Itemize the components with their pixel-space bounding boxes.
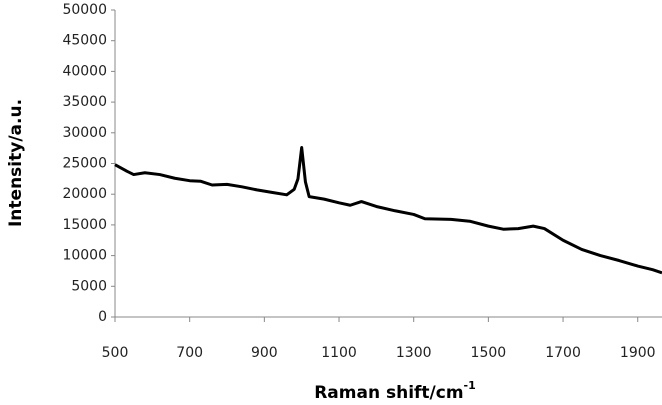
x-tick-label: 1500 <box>471 345 507 361</box>
x-tick-label: 900 <box>251 345 278 361</box>
y-tick-label: 30000 <box>62 125 107 141</box>
y-tick-label: 5000 <box>71 278 107 294</box>
x-axis-title: Raman shift/cm-1 <box>314 379 476 403</box>
y-tick-label: 40000 <box>62 63 107 79</box>
y-tick-label: 15000 <box>62 217 107 233</box>
x-tick-label: 1300 <box>396 345 432 361</box>
y-tick-label: 20000 <box>62 186 107 202</box>
x-tick-label: 700 <box>176 345 203 361</box>
y-axis-title: Intensity/a.u. <box>6 99 26 227</box>
y-tick-label: 10000 <box>62 248 107 264</box>
x-tick-label: 1900 <box>620 345 656 361</box>
spectrum-line <box>114 146 662 275</box>
x-axis-title-text: Raman shift/cm <box>314 383 463 403</box>
y-tick-label: 25000 <box>62 156 107 172</box>
x-tick-label: 1700 <box>545 345 581 361</box>
y-tick-label: 35000 <box>62 94 107 110</box>
y-tick-label: 0 <box>98 309 107 325</box>
x-tick-label: 1100 <box>321 345 357 361</box>
x-tick-label: 500 <box>102 345 129 361</box>
y-tick-label: 45000 <box>62 33 107 49</box>
x-axis-title-superscript: -1 <box>464 379 476 392</box>
y-tick-label: 50000 <box>62 2 107 18</box>
